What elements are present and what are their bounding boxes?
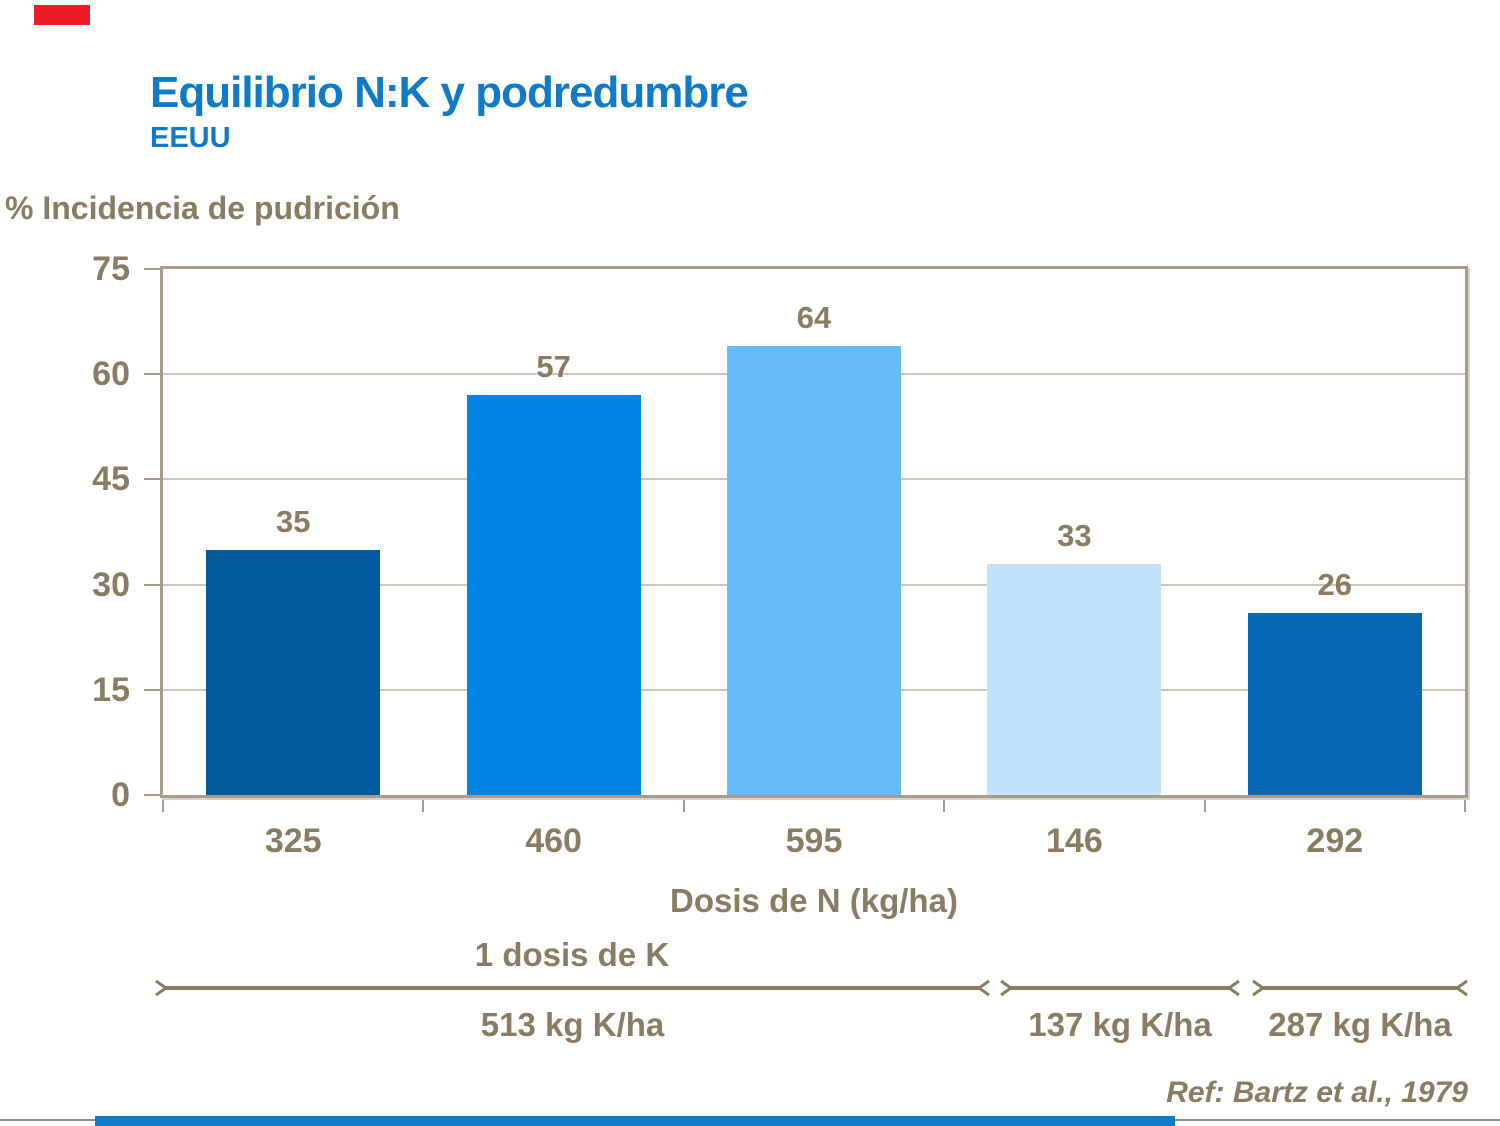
x-axis-tick-mark [1203, 800, 1206, 812]
x-axis-category-label: 325 [264, 822, 322, 860]
y-axis-tick-mark [144, 583, 160, 586]
x-axis-category-label: 146 [1046, 822, 1103, 860]
brand-blue-bar [95, 1116, 1175, 1126]
k-dose-segment-label: 137 kg K/ha [1028, 1006, 1212, 1043]
y-axis-tick-mark [144, 478, 160, 481]
page-title: Equilibrio N:K y podredumbre [150, 68, 749, 117]
y-axis-tick-mark [144, 268, 160, 270]
brand-red-rectangle [34, 5, 90, 25]
k-dose-title: 1 dosis de K [474, 936, 670, 973]
x-axis-tick-mark [682, 800, 685, 812]
y-axis-tick-label: 0 [111, 776, 130, 814]
k-dose-arrows [0, 970, 1500, 1006]
bar-value-label: 35 [275, 503, 311, 539]
bar [727, 346, 901, 795]
y-axis-tick-label: 75 [92, 250, 130, 288]
x-axis-category-label: 460 [525, 822, 582, 860]
bar [206, 549, 381, 795]
bar-value-label: 64 [796, 300, 832, 336]
x-axis-tick-mark [162, 800, 164, 812]
y-axis-tick-mark [144, 373, 160, 376]
page-subtitle: EEUU [150, 122, 231, 154]
bar-value-label: 57 [536, 349, 571, 385]
bar-value-label: 26 [1317, 566, 1353, 602]
y-axis-title: % Incidencia de pudrición [5, 190, 400, 226]
y-axis-tick-mark [144, 688, 160, 691]
x-axis-tick-mark [943, 800, 946, 812]
x-axis-tick-mark [1464, 800, 1466, 812]
bar [987, 563, 1162, 795]
bar [466, 395, 641, 795]
y-axis-tick-label: 15 [92, 670, 130, 709]
x-axis-tick-mark [422, 800, 425, 812]
reference-text: Ref: Bartz et al., 1979 [1166, 1076, 1468, 1109]
plot-area: 35 57 64 33 26 [160, 266, 1468, 798]
k-dose-segment-label: 287 kg K/ha [1268, 1006, 1452, 1043]
x-axis-category-label: 595 [785, 822, 843, 860]
bar [1247, 612, 1422, 795]
y-axis-tick-label: 45 [92, 460, 130, 499]
bar-value-label: 33 [1057, 517, 1092, 553]
y-axis-tick-label: 30 [92, 565, 130, 604]
y-axis-tick-mark [144, 794, 160, 796]
x-axis-title: Dosis de N (kg/ha) [670, 882, 958, 919]
k-dose-segment-label: 513 kg K/ha [480, 1006, 665, 1043]
x-axis-category-label: 292 [1306, 822, 1364, 860]
y-axis-tick-label: 60 [92, 355, 130, 394]
